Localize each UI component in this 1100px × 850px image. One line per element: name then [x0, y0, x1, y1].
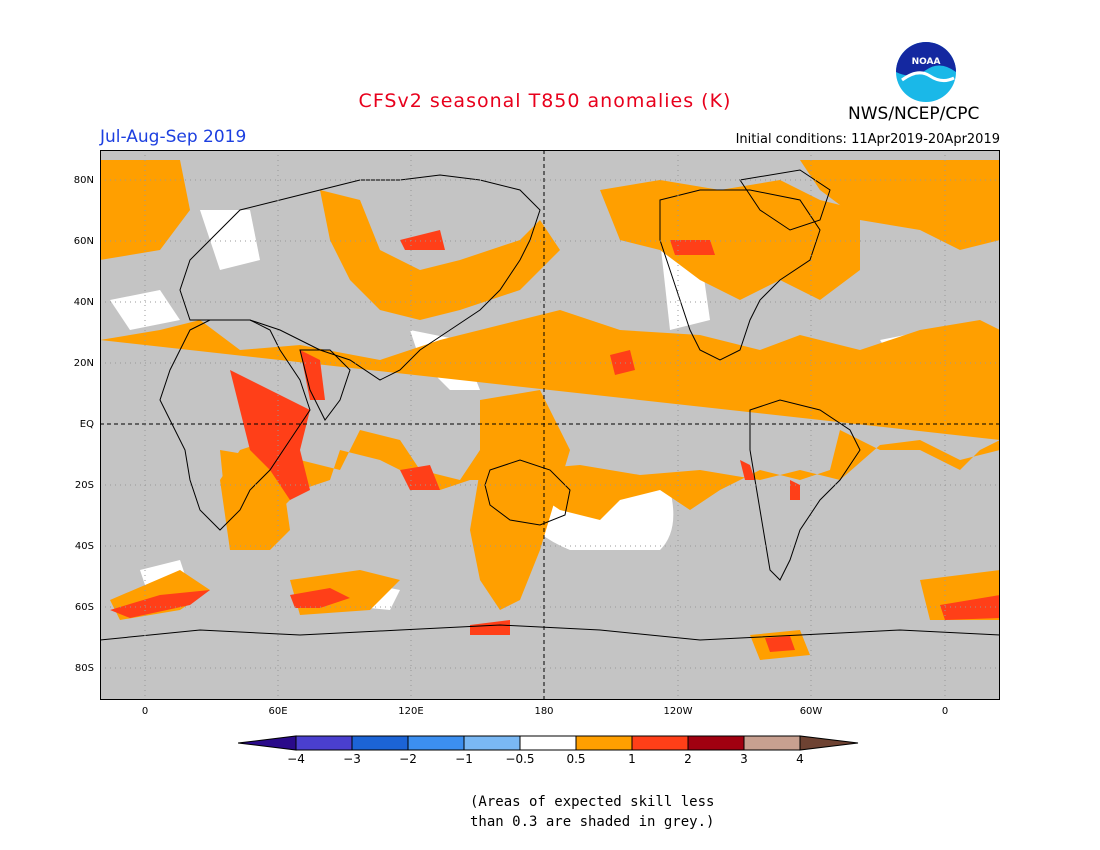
- colorbar-cell: [743, 735, 801, 751]
- colorbar-label: −0.5: [505, 752, 535, 766]
- coast-australia: [484, 459, 571, 526]
- strong-warm-anomaly-regions: [110, 230, 1000, 652]
- coast-europe-asia: [179, 174, 541, 381]
- lat-label: 20S: [74, 480, 94, 491]
- lat-label: 60N: [73, 236, 94, 247]
- lat-label: 80S: [74, 663, 94, 674]
- lat-label: EQ: [79, 419, 94, 430]
- colorbar-cell: [687, 735, 745, 751]
- initial-conditions: Initial conditions: 11Apr2019-20Apr2019: [735, 132, 1000, 147]
- map-frame: [100, 150, 1000, 700]
- footnote-line-1: (Areas of expected skill less: [470, 794, 715, 810]
- footnote: (Areas of expected skill less than 0.3 a…: [470, 792, 714, 832]
- footnote-line-2: than 0.3 are shaded in grey.): [470, 814, 715, 830]
- lon-label: 120W: [663, 706, 693, 717]
- colorbar-cell: [351, 735, 409, 751]
- coast-india: [299, 349, 351, 421]
- colorbar-label: 0.5: [566, 752, 586, 766]
- logo-text: NOAA: [912, 57, 941, 67]
- coast-south-america: [749, 399, 861, 581]
- colorbar-cell: [463, 735, 521, 751]
- coastlines: [100, 169, 1000, 641]
- coast-antarctica: [100, 624, 1000, 641]
- colorbar-arrow-high: [799, 735, 859, 751]
- colorbar: [238, 735, 859, 751]
- lon-label: 60E: [268, 706, 288, 717]
- colorbar-label: −1: [455, 752, 473, 766]
- colorbar-label: 3: [740, 752, 748, 766]
- colorbar-arrow-low: [238, 735, 297, 751]
- colorbar-cell: [575, 735, 633, 751]
- anomaly-map: [100, 150, 1000, 700]
- coast-greenland: [739, 169, 831, 231]
- colorbar-label: 1: [628, 752, 636, 766]
- coast-north-america: [659, 189, 821, 361]
- agency-label: NWS/NCEP/CPC: [848, 104, 980, 124]
- lon-label: 120E: [398, 706, 424, 717]
- chart-title: CFSv2 seasonal T850 anomalies (K): [358, 90, 732, 112]
- season-label: Jul-Aug-Sep 2019: [100, 127, 247, 147]
- lat-label: 80N: [73, 175, 94, 186]
- colorbar-label: 2: [684, 752, 692, 766]
- colorbar-label: −3: [343, 752, 361, 766]
- lon-label: 0: [941, 706, 949, 717]
- lat-label: 40N: [73, 297, 94, 308]
- colorbar-label: −4: [287, 752, 305, 766]
- graticule: [100, 150, 1000, 700]
- colorbar-cell: [519, 735, 577, 751]
- colorbar-cell: [407, 735, 465, 751]
- lon-label: 60W: [799, 706, 823, 717]
- lat-label: 60S: [74, 602, 94, 613]
- lon-label: 0: [141, 706, 149, 717]
- noaa-logo: NOAA: [896, 42, 956, 102]
- coast-africa: [159, 319, 311, 531]
- colorbar-cell: [295, 735, 353, 751]
- lat-label: 40S: [74, 541, 94, 552]
- lat-label: 20N: [73, 358, 94, 369]
- lon-label: 180: [534, 706, 554, 717]
- colorbar-label: 4: [796, 752, 804, 766]
- colorbar-cell: [631, 735, 689, 751]
- warm-anomaly-regions: [100, 160, 1000, 660]
- colorbar-label: −2: [399, 752, 417, 766]
